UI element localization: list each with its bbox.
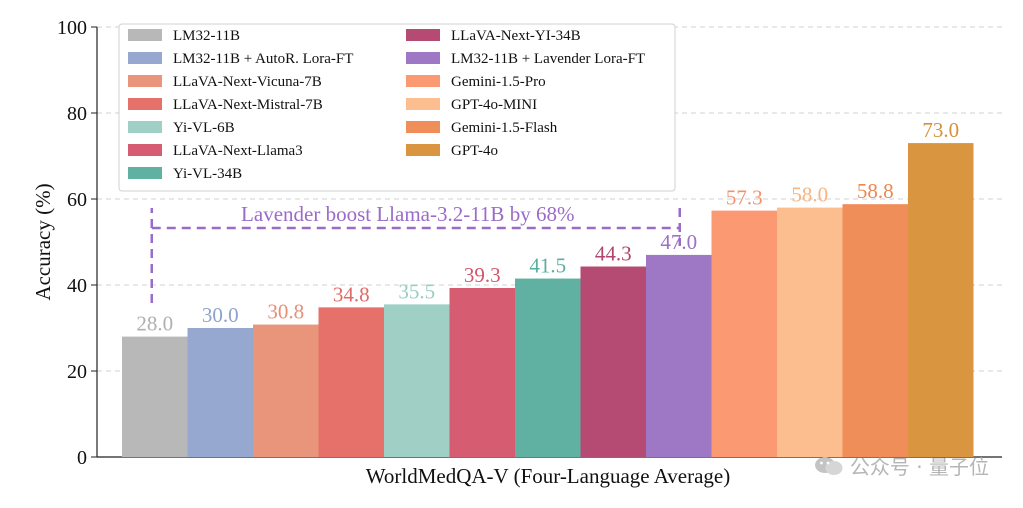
legend-swatch xyxy=(128,29,162,41)
bar-value-label: 39.3 xyxy=(464,263,501,287)
legend-entry: Yi-VL-34B xyxy=(173,166,242,182)
bar-value-label: 41.5 xyxy=(529,254,566,278)
legend-swatch xyxy=(128,144,162,156)
wechat-icon xyxy=(814,456,843,475)
bar-value-label: 73.0 xyxy=(922,118,959,142)
legend-entry: Yi-VL-6B xyxy=(173,120,235,136)
y-tick-label: 60 xyxy=(67,189,87,211)
legend-entry: GPT-4o xyxy=(451,143,498,159)
bar xyxy=(580,266,646,457)
legend-entry: LM32-11B + AutoR. Lora-FT xyxy=(173,51,353,67)
legend-swatch xyxy=(128,167,162,179)
legend-entry: LLaVA-Next-Mistral-7B xyxy=(173,97,323,113)
bar-value-label: 57.3 xyxy=(726,186,763,210)
bar xyxy=(908,143,974,457)
bar xyxy=(842,204,908,457)
legend-box xyxy=(118,23,676,192)
legend-entry: LLaVA-Next-Vicuna-7B xyxy=(173,74,322,90)
bar-value-label: 44.3 xyxy=(595,242,632,266)
bar xyxy=(646,254,712,457)
legend-entry: LM32-11B xyxy=(173,28,240,44)
bar xyxy=(449,288,515,457)
bar xyxy=(253,324,319,457)
bar-value-label: 58.0 xyxy=(791,183,828,207)
legend-entry: LM32-11B + Lavender Lora-FT xyxy=(451,51,645,67)
y-tick-label: 40 xyxy=(67,275,87,297)
bar-value-label: 30.8 xyxy=(267,300,304,324)
bar-value-label: 34.8 xyxy=(333,282,370,306)
legend-swatch xyxy=(128,52,162,64)
y-tick-label: 80 xyxy=(67,103,87,125)
legend-swatch xyxy=(406,29,440,41)
annotation-text: Lavender boost Llama-3.2-11B by 68% xyxy=(241,202,574,226)
bar-value-label: 28.0 xyxy=(136,312,173,336)
bar xyxy=(318,307,384,457)
legend-swatch xyxy=(406,52,440,64)
legend-swatch xyxy=(406,121,440,133)
bar-value-label: 30.0 xyxy=(202,303,239,327)
legend-entry: LLaVA-Next-YI-34B xyxy=(451,28,581,44)
legend-swatch xyxy=(406,75,440,87)
watermark: 公众号 · 量子位 xyxy=(814,451,989,480)
bar xyxy=(777,207,843,457)
bar xyxy=(384,304,450,457)
bar xyxy=(187,328,253,457)
watermark-text: 公众号 · 量子位 xyxy=(849,455,989,479)
y-tick-label: 100 xyxy=(57,17,87,39)
bar-value-label: 35.5 xyxy=(398,279,435,303)
legend-entry: Gemini-1.5-Pro xyxy=(451,74,546,90)
legend-swatch xyxy=(128,121,162,133)
bar-value-label: 58.8 xyxy=(857,179,894,203)
legend-swatch xyxy=(406,98,440,110)
y-axis-title: Accuracy (%) xyxy=(31,183,55,300)
legend-swatch xyxy=(128,75,162,87)
x-axis-title: WorldMedQA-V (Four-Language Average) xyxy=(366,464,731,488)
bar xyxy=(122,336,188,457)
bar xyxy=(711,210,777,457)
legend-entry: GPT-4o-MINI xyxy=(451,97,537,113)
legend-swatch xyxy=(128,98,162,110)
legend-swatch xyxy=(406,144,440,156)
y-tick-label: 0 xyxy=(77,447,87,469)
y-tick-label: 20 xyxy=(67,361,87,383)
bar xyxy=(515,278,581,457)
legend-entry: Gemini-1.5-Flash xyxy=(451,120,558,136)
legend-entry: LLaVA-Next-Llama3 xyxy=(173,143,303,159)
